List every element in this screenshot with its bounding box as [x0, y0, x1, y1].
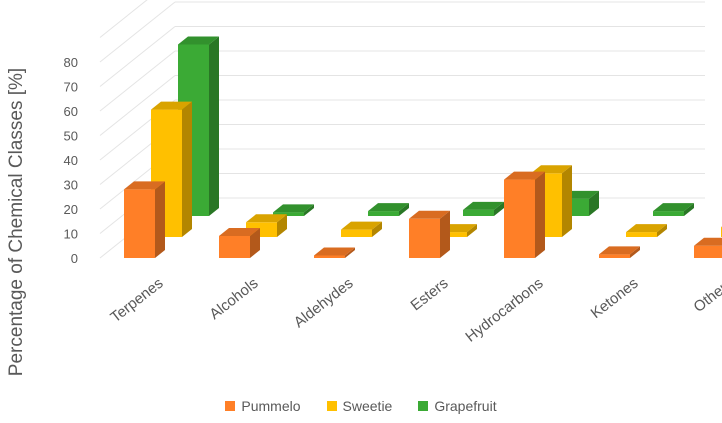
legend: Pummelo Sweetie Grapefruit [0, 398, 722, 414]
x-tick-label: Terpenes [107, 275, 166, 326]
bar-top [653, 203, 694, 212]
bar-top [463, 201, 504, 210]
legend-item-grapefruit: Grapefruit [418, 398, 497, 414]
bar-pummelo-others [694, 237, 722, 258]
bar-side [250, 227, 260, 258]
bar-front [409, 218, 440, 258]
bar-grapefruit-alcohols [273, 204, 314, 216]
bar-side [684, 203, 694, 216]
bar-top [409, 210, 450, 219]
bar-sweetie-ketones [626, 224, 667, 237]
bar-grapefruit-ketones [653, 203, 694, 216]
bar-front [314, 255, 345, 258]
bar-front [653, 211, 684, 216]
y-axis-title: Percentage of Chemical Classes [%] [6, 68, 27, 376]
bar-top [504, 171, 545, 180]
x-tick-label: Ketones [588, 275, 642, 322]
x-tick-label: Hydrocarbons [462, 275, 546, 346]
bar-side [155, 181, 165, 258]
bar-side [657, 224, 667, 237]
bar-front [436, 232, 467, 237]
gridline-depth [99, 50, 176, 112]
x-tick-label: Esters [407, 275, 451, 315]
legend-swatch [225, 401, 236, 411]
x-tick-label: Alcohols [206, 275, 261, 323]
legend-label: Grapefruit [434, 398, 497, 414]
gridlines [99, 0, 705, 259]
bar-front [626, 232, 657, 237]
y-tick-label: 50 [64, 129, 78, 144]
bar-front [219, 235, 250, 258]
bar-front [368, 211, 399, 216]
y-tick-label: 40 [64, 153, 78, 168]
bar-side [494, 201, 504, 216]
bar-front [124, 189, 155, 258]
y-axis-ticks: 0 10 20 30 40 50 60 70 80 [64, 55, 78, 266]
bar-side [372, 221, 382, 237]
y-tick-label: 20 [64, 202, 78, 217]
y-tick-label: 70 [64, 80, 78, 95]
gridline-depth [99, 0, 148, 38]
bar-side [535, 171, 545, 258]
gridline-depth [99, 26, 176, 87]
bar-side [589, 190, 599, 216]
bar-top [531, 165, 572, 174]
bar-front [463, 209, 494, 216]
bar-side [277, 214, 287, 237]
bar-top [151, 101, 192, 110]
bar-side [304, 204, 314, 216]
gridline-depth [99, 1, 176, 63]
bar-top [273, 204, 314, 213]
bar-top [626, 224, 667, 233]
bar-pummelo-terpenes [124, 181, 165, 258]
bars [124, 36, 722, 258]
bar-front [273, 212, 304, 216]
gridline-depth [99, 75, 176, 136]
bar-pummelo-esters [409, 210, 450, 258]
bar-pummelo-ketones [599, 246, 640, 258]
bar-side [345, 247, 355, 258]
bar-side [209, 36, 219, 216]
legend-item-sweetie: Sweetie [326, 398, 393, 414]
bar-grapefruit-esters [463, 201, 504, 216]
bar-pummelo-aldehydes [314, 247, 355, 258]
bar-top [219, 227, 260, 236]
bar-pummelo-alcohols [219, 227, 260, 258]
bar-front [341, 229, 372, 237]
bar-top [314, 247, 355, 256]
legend-label: Sweetie [342, 398, 393, 414]
bar-front [694, 245, 722, 258]
bar-front [504, 179, 535, 258]
bar-top [341, 221, 382, 230]
bar-side [630, 246, 640, 258]
y-tick-label: 30 [64, 178, 78, 193]
legend-label: Pummelo [241, 398, 301, 414]
y-tick-label: 60 [64, 104, 78, 119]
y-tick-label: 80 [64, 55, 78, 70]
bar-side [467, 224, 477, 237]
bar-side [562, 165, 572, 237]
bar-side [440, 210, 450, 258]
x-tick-label: Others [691, 275, 722, 316]
legend-item-pummelo: Pummelo [225, 398, 301, 414]
bar-grapefruit-aldehydes [368, 203, 409, 216]
y-tick-label: 10 [64, 227, 78, 242]
bar-top [246, 214, 287, 223]
bar-side [399, 203, 409, 216]
bar-sweetie-aldehydes [341, 221, 382, 237]
bar-top [368, 203, 409, 212]
x-axis-labels: Terpenes Alcohols Aldehydes Esters Hydrocarb… [107, 275, 722, 346]
bar-pummelo-hydrocarbons [504, 171, 545, 258]
legend-swatch [418, 401, 429, 411]
bar-top [178, 36, 219, 45]
bar-top [694, 237, 722, 246]
legend-swatch [326, 401, 337, 411]
y-tick-label: 0 [71, 251, 78, 266]
bar-top [124, 181, 165, 190]
x-tick-label: Aldehydes [291, 275, 357, 332]
bar-side [182, 101, 192, 237]
bar-top [599, 246, 640, 255]
bar-front [599, 254, 630, 258]
